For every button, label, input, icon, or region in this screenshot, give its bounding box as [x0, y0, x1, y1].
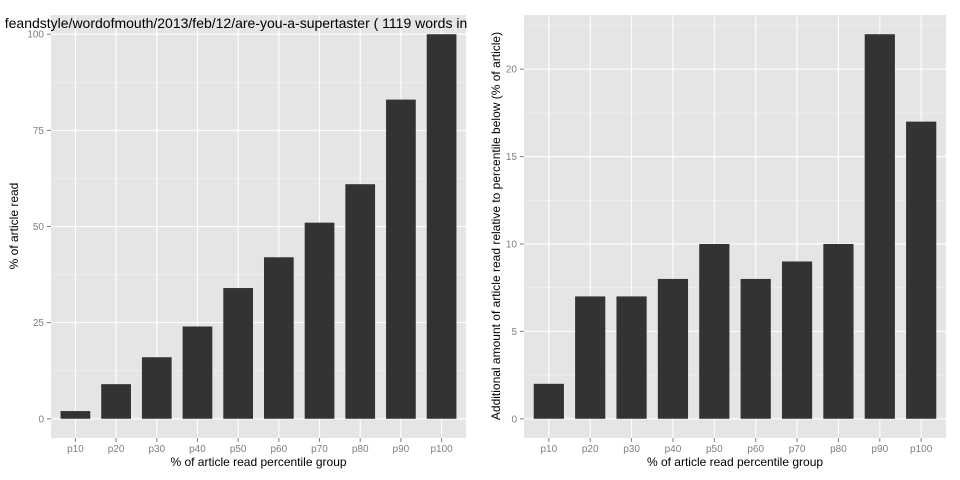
x-tick-label: p60: [747, 444, 764, 455]
bar-p60: [740, 278, 771, 419]
bar-p20: [101, 384, 131, 419]
x-tick-label: p70: [311, 444, 328, 455]
bar-p10: [60, 411, 91, 419]
chart-panel-1: 0 25 50 75 100 p10 p20 p30 p40 p50 p60 p70 p80 p90 p10…: [7, 15, 466, 469]
x-tick-label: p100: [430, 444, 453, 455]
chart-title: feandstyle/wordofmouth/2013/feb/12/are-y…: [5, 15, 468, 31]
bar-p60: [263, 257, 294, 419]
bar-p30: [616, 296, 647, 419]
y-tick-label: 0: [38, 414, 44, 425]
y-tick-label: 10: [506, 239, 518, 250]
y-tick-label: 25: [33, 318, 45, 329]
y-tick-label: 15: [506, 152, 518, 163]
bar-p10: [533, 383, 564, 419]
bar-p30: [141, 357, 172, 419]
y-tick-label: 50: [33, 222, 45, 233]
x-axis-title: % of article read percentile group: [170, 455, 346, 469]
x-tick-label: p20: [108, 444, 125, 455]
x-tick-label: p10: [540, 444, 557, 455]
x-tick-label: p60: [270, 444, 287, 455]
x-tick-label: p100: [910, 444, 933, 455]
bar-p80: [345, 184, 376, 419]
bar-p50: [699, 243, 730, 419]
x-tick-label: p40: [189, 444, 206, 455]
y-tick-label: 5: [511, 327, 517, 338]
bar-p40: [657, 278, 689, 419]
bar-p70: [304, 222, 335, 419]
x-tick-label: p50: [230, 444, 247, 455]
bar-p20: [575, 296, 606, 419]
x-tick-label: p90: [871, 444, 888, 455]
bar-p40: [182, 326, 213, 419]
x-tick-label: p40: [665, 444, 682, 455]
bar-p50: [223, 288, 254, 419]
y-axis-title: % of article read: [7, 183, 21, 270]
x-tick-label: p20: [582, 444, 599, 455]
bar-p90: [386, 99, 416, 419]
chart-panel-2: 0 5 10 15 20 p10 p20 p30 p40 p50 p60 p70 p80 p90 p100%…: [489, 15, 946, 469]
bar-p70: [781, 261, 813, 419]
x-tick-label: p50: [706, 444, 723, 455]
y-tick-label: 20: [506, 65, 518, 76]
x-tick-label: p30: [623, 444, 640, 455]
bar-p80: [823, 243, 854, 419]
x-tick-label: p70: [789, 444, 806, 455]
bar-p100: [426, 34, 457, 419]
x-tick-label: p30: [148, 444, 165, 455]
x-tick-label: p80: [352, 444, 369, 455]
bar-p100: [906, 121, 937, 419]
x-tick-label: p90: [393, 444, 410, 455]
y-axis-title: Additional amount of article read relati…: [489, 32, 503, 420]
x-axis-title: % of article read percentile group: [647, 455, 823, 469]
x-tick-label: p80: [830, 444, 847, 455]
bar-p90: [864, 34, 895, 419]
y-tick-label: 0: [511, 414, 517, 425]
x-tick-label: p10: [67, 444, 84, 455]
y-tick-label: 100: [27, 30, 44, 41]
y-tick-label: 75: [33, 126, 45, 137]
